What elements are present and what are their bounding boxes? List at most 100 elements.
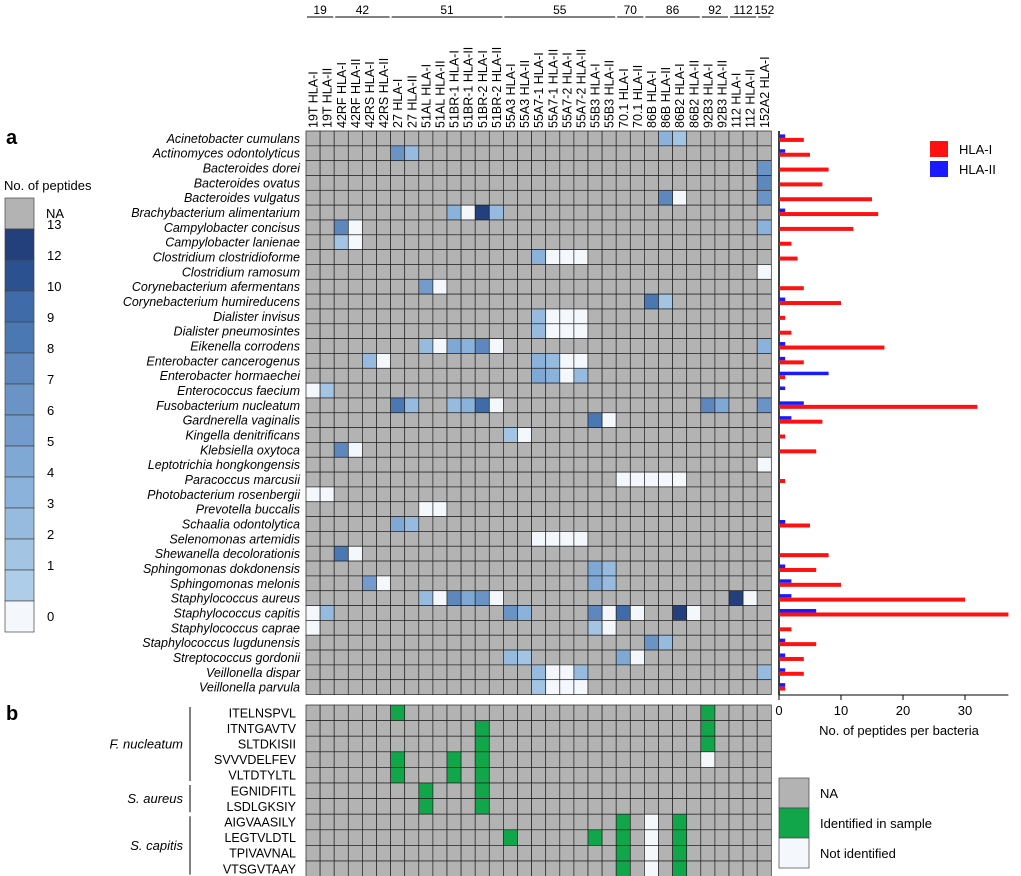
heatmap-cell — [686, 189, 702, 206]
heatmap-cell — [333, 323, 349, 339]
heatmap-cell — [700, 264, 716, 280]
heatmap-cell — [545, 338, 561, 354]
bar-hla-ii — [779, 668, 786, 672]
heatmap-cell — [742, 264, 758, 280]
heatmap-cell — [517, 649, 532, 666]
heatmap-cell — [390, 189, 406, 206]
heatmap-cell — [728, 412, 744, 428]
heatmap-cell — [728, 545, 744, 562]
heatmap-cell — [376, 338, 391, 354]
peptide-label: EGNIDFITL — [231, 784, 296, 798]
peptide-cell — [333, 829, 349, 846]
column-header: 42RS HLA-I — [363, 61, 377, 128]
peptide-cell — [460, 735, 476, 753]
peptide-cell — [531, 782, 547, 799]
heatmap-cell — [517, 427, 532, 443]
heatmap-cell — [756, 590, 772, 606]
heatmap-cell — [756, 471, 772, 488]
heatmap-cell — [531, 442, 547, 458]
heatmap-cell — [714, 634, 730, 651]
heatmap-cell — [629, 427, 645, 443]
heatmap-cell — [404, 501, 420, 517]
heatmap-cell — [672, 456, 688, 473]
heatmap-cell — [629, 679, 645, 695]
heatmap-cell — [333, 590, 349, 606]
peptide-cell — [629, 704, 645, 721]
patient-label: 55 — [553, 3, 567, 17]
heatmap-cell — [319, 278, 335, 295]
bar-hla-i — [779, 656, 804, 661]
heatmap-cell — [488, 204, 504, 221]
heatmap-cell — [404, 367, 420, 384]
heatmap-cell — [446, 382, 462, 399]
heatmap-cell — [686, 412, 702, 428]
peptide-cell — [728, 798, 744, 815]
bar-hla-i — [779, 642, 817, 647]
heatmap-cell — [390, 160, 406, 176]
heatmap-cell — [573, 605, 589, 621]
heatmap-cell — [615, 486, 631, 503]
peptide-cell — [305, 798, 321, 815]
group-label: F. nucleatum — [110, 737, 184, 752]
heatmap-cell — [347, 620, 363, 636]
heatmap-cell — [545, 397, 561, 414]
heatmap-cell — [644, 160, 659, 176]
peptide-cell — [629, 845, 645, 862]
peptide-cell — [756, 720, 772, 737]
peptide-cell — [418, 767, 434, 784]
heatmap-cell — [573, 545, 589, 562]
heatmap-cell — [545, 575, 561, 592]
peptide-cell — [531, 751, 547, 768]
heatmap-cell — [658, 471, 673, 488]
bar-hla-i — [779, 671, 804, 676]
peptide-cell — [545, 720, 561, 737]
heatmap-cell — [545, 634, 561, 651]
heatmap-cell — [629, 501, 645, 517]
heatmap-cell — [700, 679, 716, 695]
bar-hla-i — [779, 419, 823, 424]
bar-hla-i — [779, 686, 786, 691]
heatmap-cell — [376, 130, 391, 147]
heatmap-cell — [474, 456, 490, 473]
heatmap-cell — [333, 545, 349, 562]
heatmap-cell — [573, 293, 589, 310]
heatmap-cell — [728, 160, 744, 176]
bar-hla-ii — [779, 356, 786, 361]
peptide-cell — [446, 829, 462, 846]
peptide-cell — [347, 798, 363, 815]
heatmap-cell — [728, 620, 744, 636]
heatmap-cell — [503, 353, 518, 369]
heatmap-cell — [488, 293, 504, 310]
heatmap-cell — [362, 160, 377, 176]
heatmap-cell — [658, 130, 673, 147]
peptide-cell — [390, 782, 406, 799]
heatmap-cell — [672, 249, 688, 265]
heatmap-cell — [362, 323, 377, 339]
peptide-cell — [756, 767, 772, 784]
heatmap-cell — [460, 234, 476, 250]
heatmap-cell — [545, 323, 561, 339]
heatmap-cell — [418, 679, 434, 695]
heatmap-cell — [700, 367, 716, 384]
peptide-cell — [742, 782, 758, 799]
peptide-cell — [601, 767, 617, 784]
heatmap-cell — [390, 353, 406, 369]
heatmap-cell — [615, 175, 631, 191]
bar-hla-i — [779, 330, 792, 335]
heatmap-cell — [319, 204, 335, 221]
heatmap-cell — [658, 486, 673, 503]
heatmap-cell — [503, 219, 518, 236]
heatmap-cell — [714, 679, 730, 695]
heatmap-cell — [573, 649, 589, 666]
heatmap-cell — [319, 412, 335, 428]
heatmap-cell — [644, 620, 659, 636]
heatmap-cell — [545, 367, 561, 384]
bar-hla-ii — [779, 579, 792, 583]
heatmap-cell — [672, 501, 688, 517]
heatmap-cell — [545, 501, 561, 517]
heatmap-cell — [460, 353, 476, 369]
heatmap-cell — [756, 427, 772, 443]
peptide-cell — [545, 751, 561, 768]
legend-label: 9 — [47, 310, 54, 325]
heatmap-cell — [700, 145, 716, 162]
